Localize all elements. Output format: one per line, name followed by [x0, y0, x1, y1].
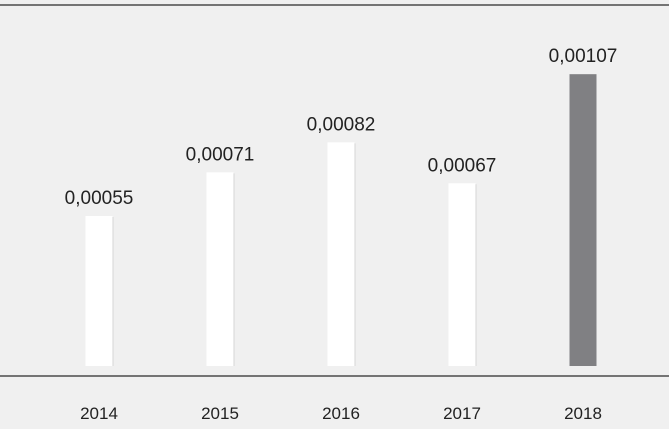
data-label-2017: 0,00067 [428, 155, 497, 176]
x-tick-labels-group: 2014 2015 2016 2017 2018 [80, 404, 602, 423]
bar-2017 [448, 183, 476, 366]
data-label-2014: 0,00055 [65, 188, 134, 209]
data-labels-group: 0,00055 0,00071 0,00082 0,00067 0,00107 [65, 46, 618, 209]
x-tick-label-2015: 2015 [201, 404, 239, 423]
bar-2015 [206, 172, 234, 366]
bar-2018 [569, 74, 597, 366]
data-label-2016: 0,00082 [307, 114, 376, 135]
x-tick-label-2014: 2014 [80, 404, 118, 423]
x-tick-label-2016: 2016 [322, 404, 360, 423]
bars-group [85, 74, 597, 366]
bar-2014 [85, 216, 113, 366]
bar-2016 [327, 142, 355, 366]
x-tick-label-2018: 2018 [564, 404, 602, 423]
data-label-2018: 0,00107 [549, 46, 618, 67]
x-tick-label-2017: 2017 [443, 404, 481, 423]
data-label-2015: 0,00071 [186, 144, 255, 165]
